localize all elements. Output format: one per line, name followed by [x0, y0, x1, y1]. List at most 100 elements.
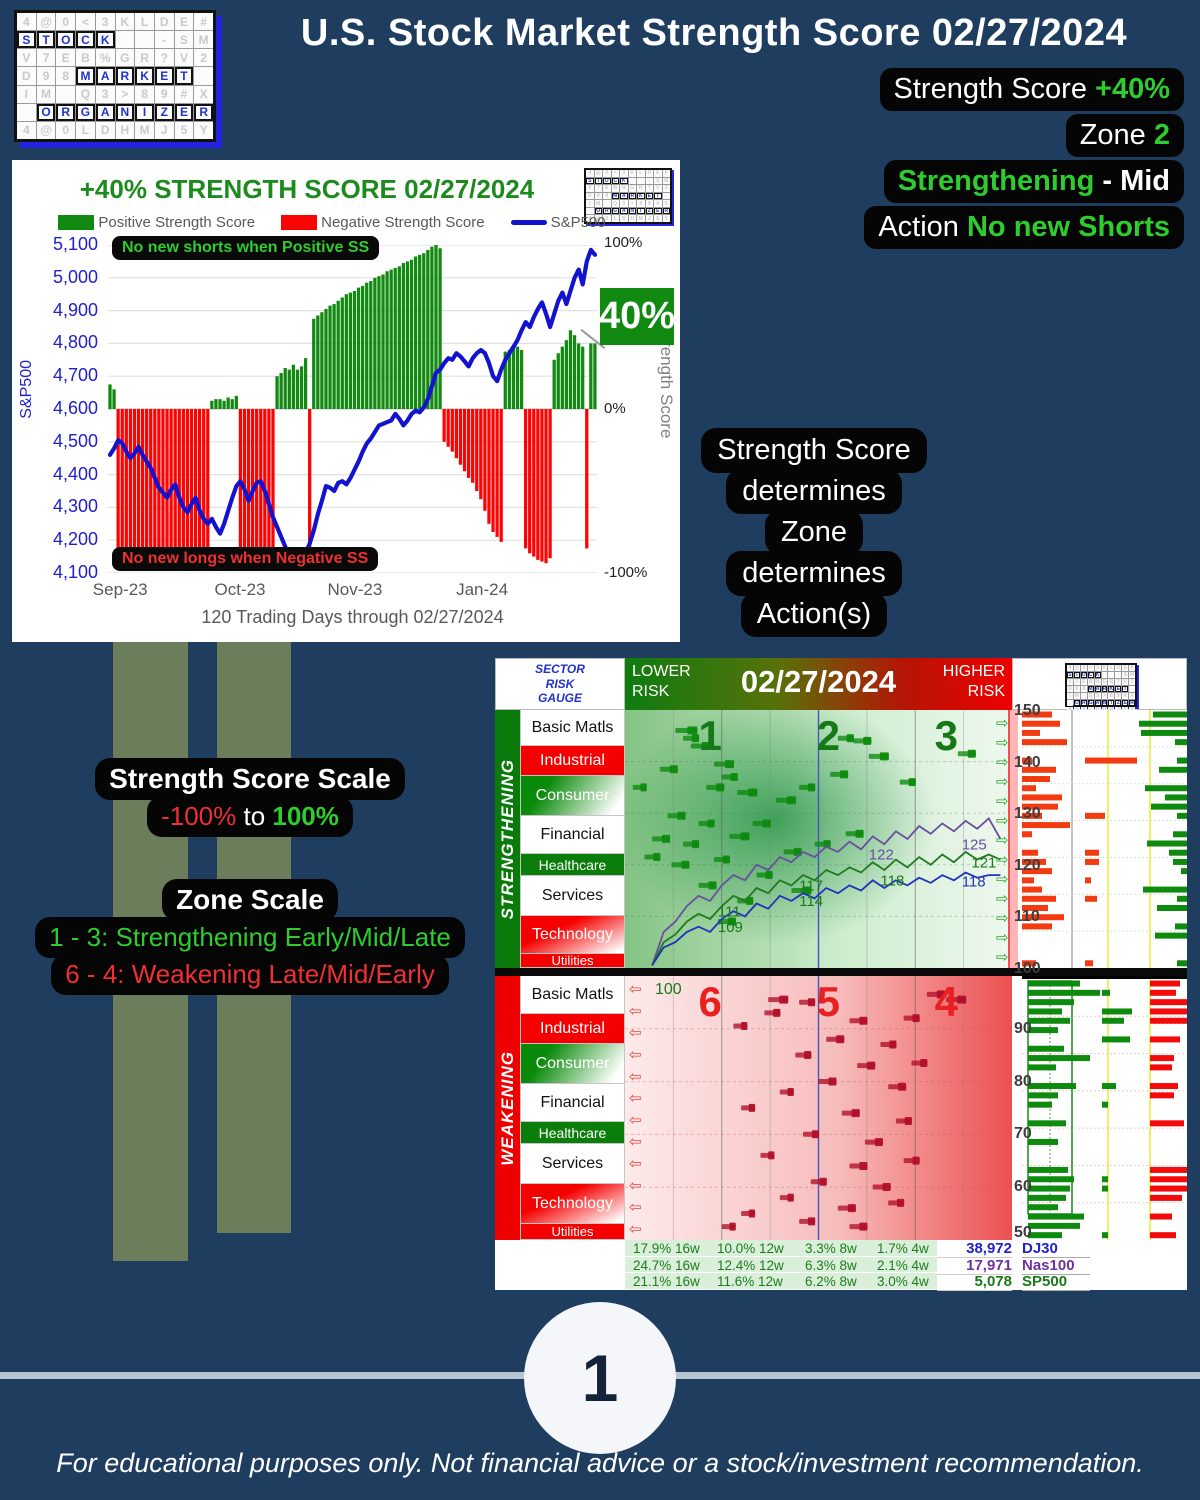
status-text: Mid: [1120, 165, 1170, 197]
svg-text:⇨: ⇨: [996, 851, 1009, 869]
logo-filler: K: [1101, 665, 1108, 671]
strength-score-scale-range: -100% to 100%: [147, 796, 353, 837]
logo-filler: I: [586, 200, 594, 207]
svg-text:⇦: ⇦: [629, 980, 642, 998]
x-tick: Oct-23: [214, 580, 266, 599]
y-tick-left: 5,100: [52, 234, 98, 254]
logo-filler: 9: [36, 67, 56, 85]
logo-filler: #: [194, 13, 213, 31]
svg-text:⇦: ⇦: [629, 1155, 642, 1173]
positive-swatch: [58, 215, 95, 230]
logo-letter: M: [76, 67, 95, 85]
legend-item: S&P500: [510, 214, 606, 231]
logo-filler: [662, 192, 670, 200]
strengthening-breadth-panel: [1022, 710, 1187, 968]
logo-filler: #: [1129, 665, 1135, 671]
logo-filler: @: [1073, 665, 1080, 671]
logo-letter: A: [95, 103, 115, 121]
logo-letter: O: [594, 207, 602, 215]
stats-cell: 3.3% 8w: [805, 1241, 857, 1256]
logo-filler: R: [135, 49, 154, 67]
logo-filler: K: [115, 13, 135, 31]
strengthening-side-label: STRENGTHENING: [495, 710, 520, 968]
logo-letter: N: [628, 207, 636, 215]
logo-filler: %: [95, 49, 115, 67]
logo-filler: 3: [620, 200, 628, 207]
logo-letter: E: [654, 207, 662, 215]
logo-filler: V: [654, 185, 662, 192]
stats-cell: 21.1% 16w: [633, 1274, 700, 1290]
svg-text:⇨: ⇨: [996, 909, 1009, 927]
logo-filler: 3: [620, 170, 628, 177]
weakening-breadth-panel: [1022, 976, 1200, 1240]
logo-filler: -: [645, 177, 653, 185]
stats-cell: 17.9% 16w: [633, 1241, 700, 1256]
logo-filler: [637, 177, 645, 185]
gauge-corner-label: SECTOR RISK GAUGE: [495, 658, 625, 710]
y-axis-title-strength-score: Strength Score: [657, 325, 676, 439]
logo-filler: D: [154, 13, 174, 31]
index-line-DJ30: [651, 871, 1001, 966]
status-line-2: Zone 2: [1065, 114, 1184, 157]
gauge-logo-mark: 4 @0 <3 K L D E # S T O C K - S M V 7 E B% G R? V 2 D 9 8 M A R K E T I M Q…: [1065, 663, 1137, 713]
stats-cell: 3.0% 4w: [877, 1274, 929, 1290]
stats-cell: 10.0% 12w: [717, 1241, 784, 1256]
logo-letter: T: [654, 192, 662, 200]
logo-letter: S: [586, 177, 594, 185]
logo-letter: T: [1073, 672, 1080, 678]
svg-text:121: 121: [971, 854, 996, 871]
logo-filler: B: [1087, 679, 1094, 685]
logo-filler: 7: [36, 49, 56, 67]
page-number-badge: 1: [524, 1302, 676, 1454]
sector-financial: Financial: [520, 1084, 625, 1122]
status-text: No new Shorts: [966, 211, 1170, 243]
logo-filler: 8: [603, 192, 611, 200]
logo-filler: 5: [174, 121, 194, 139]
gauge-header-right-cell: 4 @0 <3 K L D E # S T O C K - S M V 7 E B% G R? V 2 D 9 8 M A R K E T I M Q…: [1012, 658, 1187, 713]
logo-letter: R: [628, 192, 636, 200]
logo-letter: A: [1094, 686, 1101, 692]
zone-number-1: 1: [699, 712, 722, 759]
logo-letter: K: [1094, 672, 1101, 678]
svg-text:⇦: ⇦: [629, 1024, 642, 1042]
y-tick-right: 100%: [604, 234, 643, 251]
logo-filler: 3: [95, 13, 115, 31]
weakening-sector-list: Basic Matls Industrial Consumer Financial He…: [520, 976, 625, 1240]
logo-filler: L: [1108, 665, 1115, 671]
logo-filler: 8: [135, 85, 154, 103]
x-tick: Sep-23: [92, 580, 148, 599]
status-text: Action: [878, 211, 967, 243]
logo-letter: G: [76, 103, 95, 121]
bubble-line-5: Action(s): [740, 592, 888, 637]
logo-filler: %: [1094, 679, 1101, 685]
logo-filler: [1129, 686, 1135, 692]
logo-filler: K: [628, 170, 636, 177]
strength-score-chart-card: +40% STRENGTH SCORE 02/27/2024 4 @0 <3 K L D E…: [12, 160, 680, 642]
gauge-corner-line1: SECTOR: [535, 662, 585, 677]
logo-filler: 8: [1108, 693, 1115, 699]
logo-filler: 9: [154, 85, 174, 103]
s-breadth-svg: [1022, 710, 1187, 968]
logo-filler: S: [654, 177, 662, 185]
logo-filler: @: [36, 13, 56, 31]
logo-filler: ?: [154, 49, 174, 67]
logo-letter: Z: [645, 207, 653, 215]
stats-cell: 1.7% 4w: [877, 1241, 929, 1256]
logo-letter: A: [620, 192, 628, 200]
sector-technology: Technology: [520, 916, 625, 954]
logo-filler: G: [1101, 679, 1108, 685]
stats-cell: 24.7% 16w: [633, 1257, 700, 1273]
scale-range-part: 100%: [272, 801, 339, 831]
logo-filler: [1080, 693, 1087, 699]
y-tick-right: 0%: [604, 400, 626, 417]
sector-utilities: Utilities: [520, 953, 625, 968]
logo-filler: [17, 103, 36, 121]
logo-letter: K: [1108, 686, 1115, 692]
logo-filler: -: [154, 31, 174, 49]
gauge-y-tick: 50: [1014, 1224, 1032, 1241]
logo-filler: 2: [662, 185, 670, 192]
svg-text:⇦: ⇦: [629, 1198, 642, 1216]
logo-filler: 3: [95, 85, 115, 103]
y-tick-left: 4,200: [52, 529, 98, 550]
